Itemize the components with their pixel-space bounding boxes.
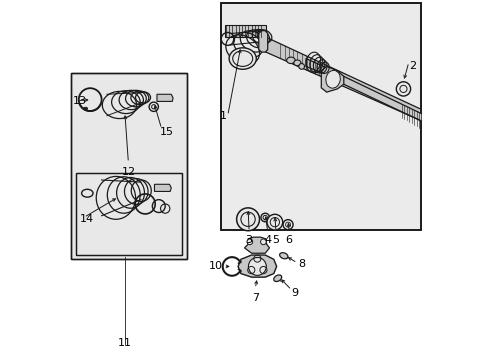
Text: 8: 8 [298, 259, 305, 269]
Polygon shape [238, 255, 276, 277]
Text: 12: 12 [121, 167, 135, 177]
Polygon shape [224, 24, 265, 37]
Text: 1: 1 [219, 111, 226, 121]
Circle shape [236, 208, 259, 231]
Text: 5: 5 [272, 235, 279, 246]
Bar [221, 3, 421, 230]
Polygon shape [154, 184, 171, 192]
Text: 14: 14 [80, 214, 94, 224]
Circle shape [246, 239, 252, 245]
Circle shape [298, 64, 304, 69]
Ellipse shape [325, 71, 340, 88]
Text: 4: 4 [264, 235, 271, 246]
Text: 9: 9 [291, 288, 298, 297]
Polygon shape [321, 66, 343, 92]
Polygon shape [244, 237, 269, 253]
Circle shape [395, 82, 410, 96]
Bar [221, 3, 421, 230]
Circle shape [266, 214, 282, 230]
Ellipse shape [273, 275, 281, 282]
Text: 6: 6 [285, 235, 292, 246]
Text: 15: 15 [159, 127, 173, 137]
Text: 11: 11 [118, 338, 132, 348]
Text: 7: 7 [251, 293, 258, 302]
Bar [71, 73, 187, 258]
Ellipse shape [293, 60, 300, 66]
Polygon shape [157, 94, 173, 102]
Text: 13: 13 [73, 96, 87, 107]
Circle shape [248, 257, 266, 275]
Ellipse shape [286, 57, 295, 64]
Bar [76, 173, 182, 255]
Text: 10: 10 [209, 261, 223, 271]
Ellipse shape [279, 253, 287, 259]
Polygon shape [305, 59, 326, 75]
Polygon shape [258, 31, 267, 52]
Polygon shape [343, 76, 421, 121]
Ellipse shape [83, 107, 87, 110]
Bar [71, 73, 187, 258]
Ellipse shape [229, 48, 256, 69]
Text: 2: 2 [408, 61, 415, 71]
Polygon shape [265, 37, 419, 120]
Bar [76, 173, 182, 255]
Circle shape [260, 239, 266, 245]
Text: 3: 3 [245, 235, 252, 246]
